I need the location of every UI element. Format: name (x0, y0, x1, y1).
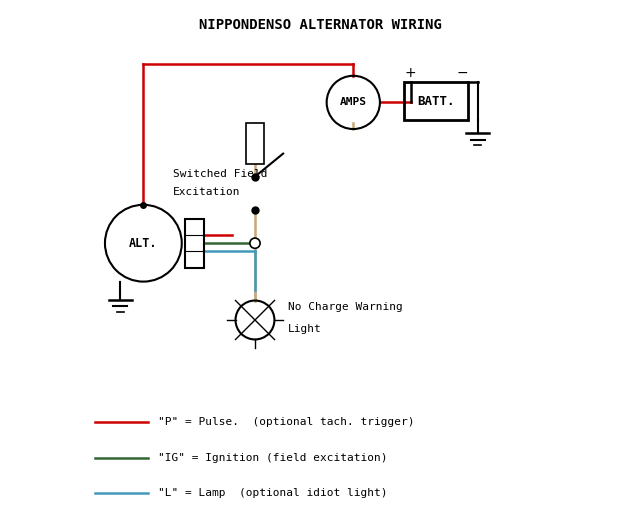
Text: BATT.: BATT. (418, 95, 455, 108)
Text: "IG" = Ignition (field excitation): "IG" = Ignition (field excitation) (157, 453, 387, 463)
Text: NIPPONDENSO ALTERNATOR WIRING: NIPPONDENSO ALTERNATOR WIRING (198, 18, 442, 32)
Text: Light: Light (288, 324, 322, 334)
Bar (246, 123, 264, 164)
Text: No Charge Warning: No Charge Warning (288, 302, 403, 312)
Text: "P" = Pulse.  (optional tach. trigger): "P" = Pulse. (optional tach. trigger) (157, 417, 414, 428)
Bar (185, 219, 204, 267)
Text: +: + (405, 66, 417, 80)
Bar (404, 82, 468, 120)
Text: "L" = Lamp  (optional idiot light): "L" = Lamp (optional idiot light) (157, 487, 387, 498)
Circle shape (250, 238, 260, 248)
Text: Switched Field: Switched Field (173, 169, 268, 179)
Text: ALT.: ALT. (129, 237, 157, 250)
Text: Excitation: Excitation (173, 187, 241, 197)
Text: AMPS: AMPS (340, 97, 367, 108)
Text: −: − (456, 66, 468, 80)
